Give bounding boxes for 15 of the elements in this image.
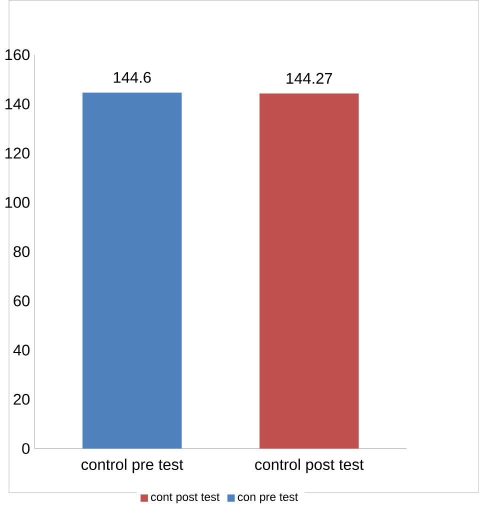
y-tick-label: 0 (22, 443, 30, 454)
x-tick-label: control pre test (82, 458, 184, 474)
y-tick-label: 120 (6, 148, 30, 159)
y-tick-label: 160 (6, 49, 30, 60)
y-tick-label: 140 (6, 98, 30, 110)
y-tick-label: 40 (13, 344, 30, 356)
x-tick-label: control post test (255, 458, 364, 474)
legend-label: con pre test (238, 493, 298, 504)
data-label: 144.27 (286, 72, 332, 84)
y-tick-label: 60 (14, 295, 30, 306)
data-label: 144.6 (114, 72, 151, 83)
y-tick-label: 100 (6, 196, 30, 208)
y-tick-label: 20 (14, 394, 30, 405)
legend-label: cont post test (151, 493, 220, 504)
y-tick-label: 80 (14, 246, 30, 258)
